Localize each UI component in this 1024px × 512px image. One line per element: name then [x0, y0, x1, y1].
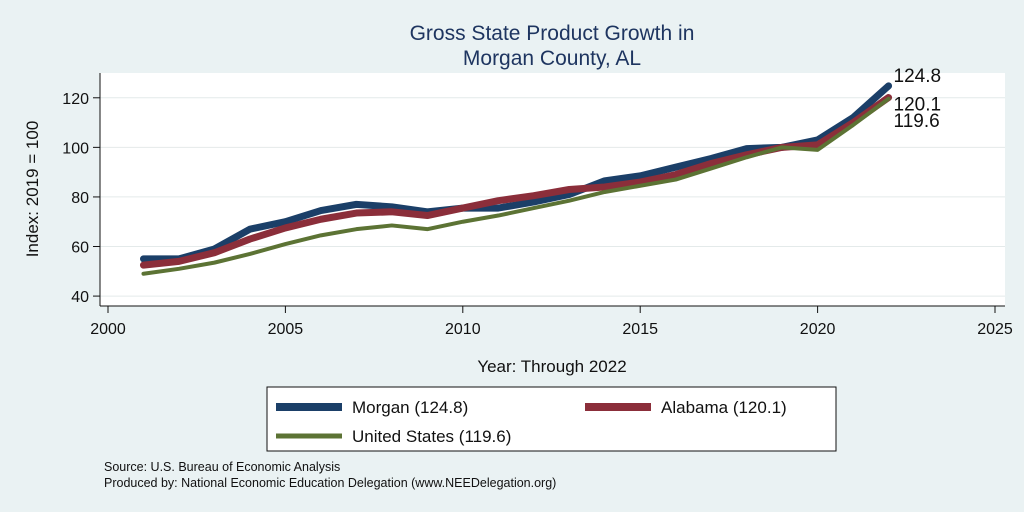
- chart-title-line-1: Gross State Product Growth in: [410, 22, 695, 45]
- y-tick-label-40: 40: [71, 289, 89, 306]
- x-tick-label-2005: 2005: [268, 321, 304, 338]
- series-line-united-states: [141, 96, 891, 276]
- x-tick-label-2010: 2010: [445, 321, 481, 338]
- end-label-morgan: 124.8: [894, 66, 942, 87]
- legend: Morgan (124.8) Alabama (120.1) United Stat…: [266, 386, 837, 452]
- y-axis-label: Index: 2019 = 100: [23, 121, 42, 258]
- x-tick-label-2015: 2015: [622, 321, 658, 338]
- legend-label-morgan: Morgan (124.8): [352, 398, 468, 417]
- axes: 40 60 80 100 120 2000 2005 2010 2015 2020 2025: [62, 73, 1013, 338]
- y-tick-label-100: 100: [62, 140, 89, 157]
- chart-title-line-2: Morgan County, AL: [463, 47, 641, 70]
- legend-label-alabama: Alabama (120.1): [661, 398, 787, 417]
- x-tick-label-2025: 2025: [977, 321, 1013, 338]
- end-label-united-states: 119.6: [894, 111, 940, 132]
- y-tick-label-80: 80: [71, 190, 89, 207]
- source-line: Source: U.S. Bureau of Economic Analysis: [104, 460, 340, 474]
- x-tick-label-2000: 2000: [90, 321, 126, 338]
- x-axis-label: Year: Through 2022: [477, 357, 626, 376]
- legend-box: [266, 386, 837, 452]
- y-tick-label-120: 120: [62, 91, 89, 108]
- end-label-alabama: 120.1: [894, 95, 942, 116]
- x-tick-label-2020: 2020: [800, 321, 836, 338]
- legend-label-united-states: United States (119.6): [352, 427, 511, 446]
- y-tick-label-60: 60: [71, 240, 89, 257]
- series-lines: [139, 82, 893, 276]
- produced-by-line: Produced by: National Economic Education…: [104, 476, 556, 490]
